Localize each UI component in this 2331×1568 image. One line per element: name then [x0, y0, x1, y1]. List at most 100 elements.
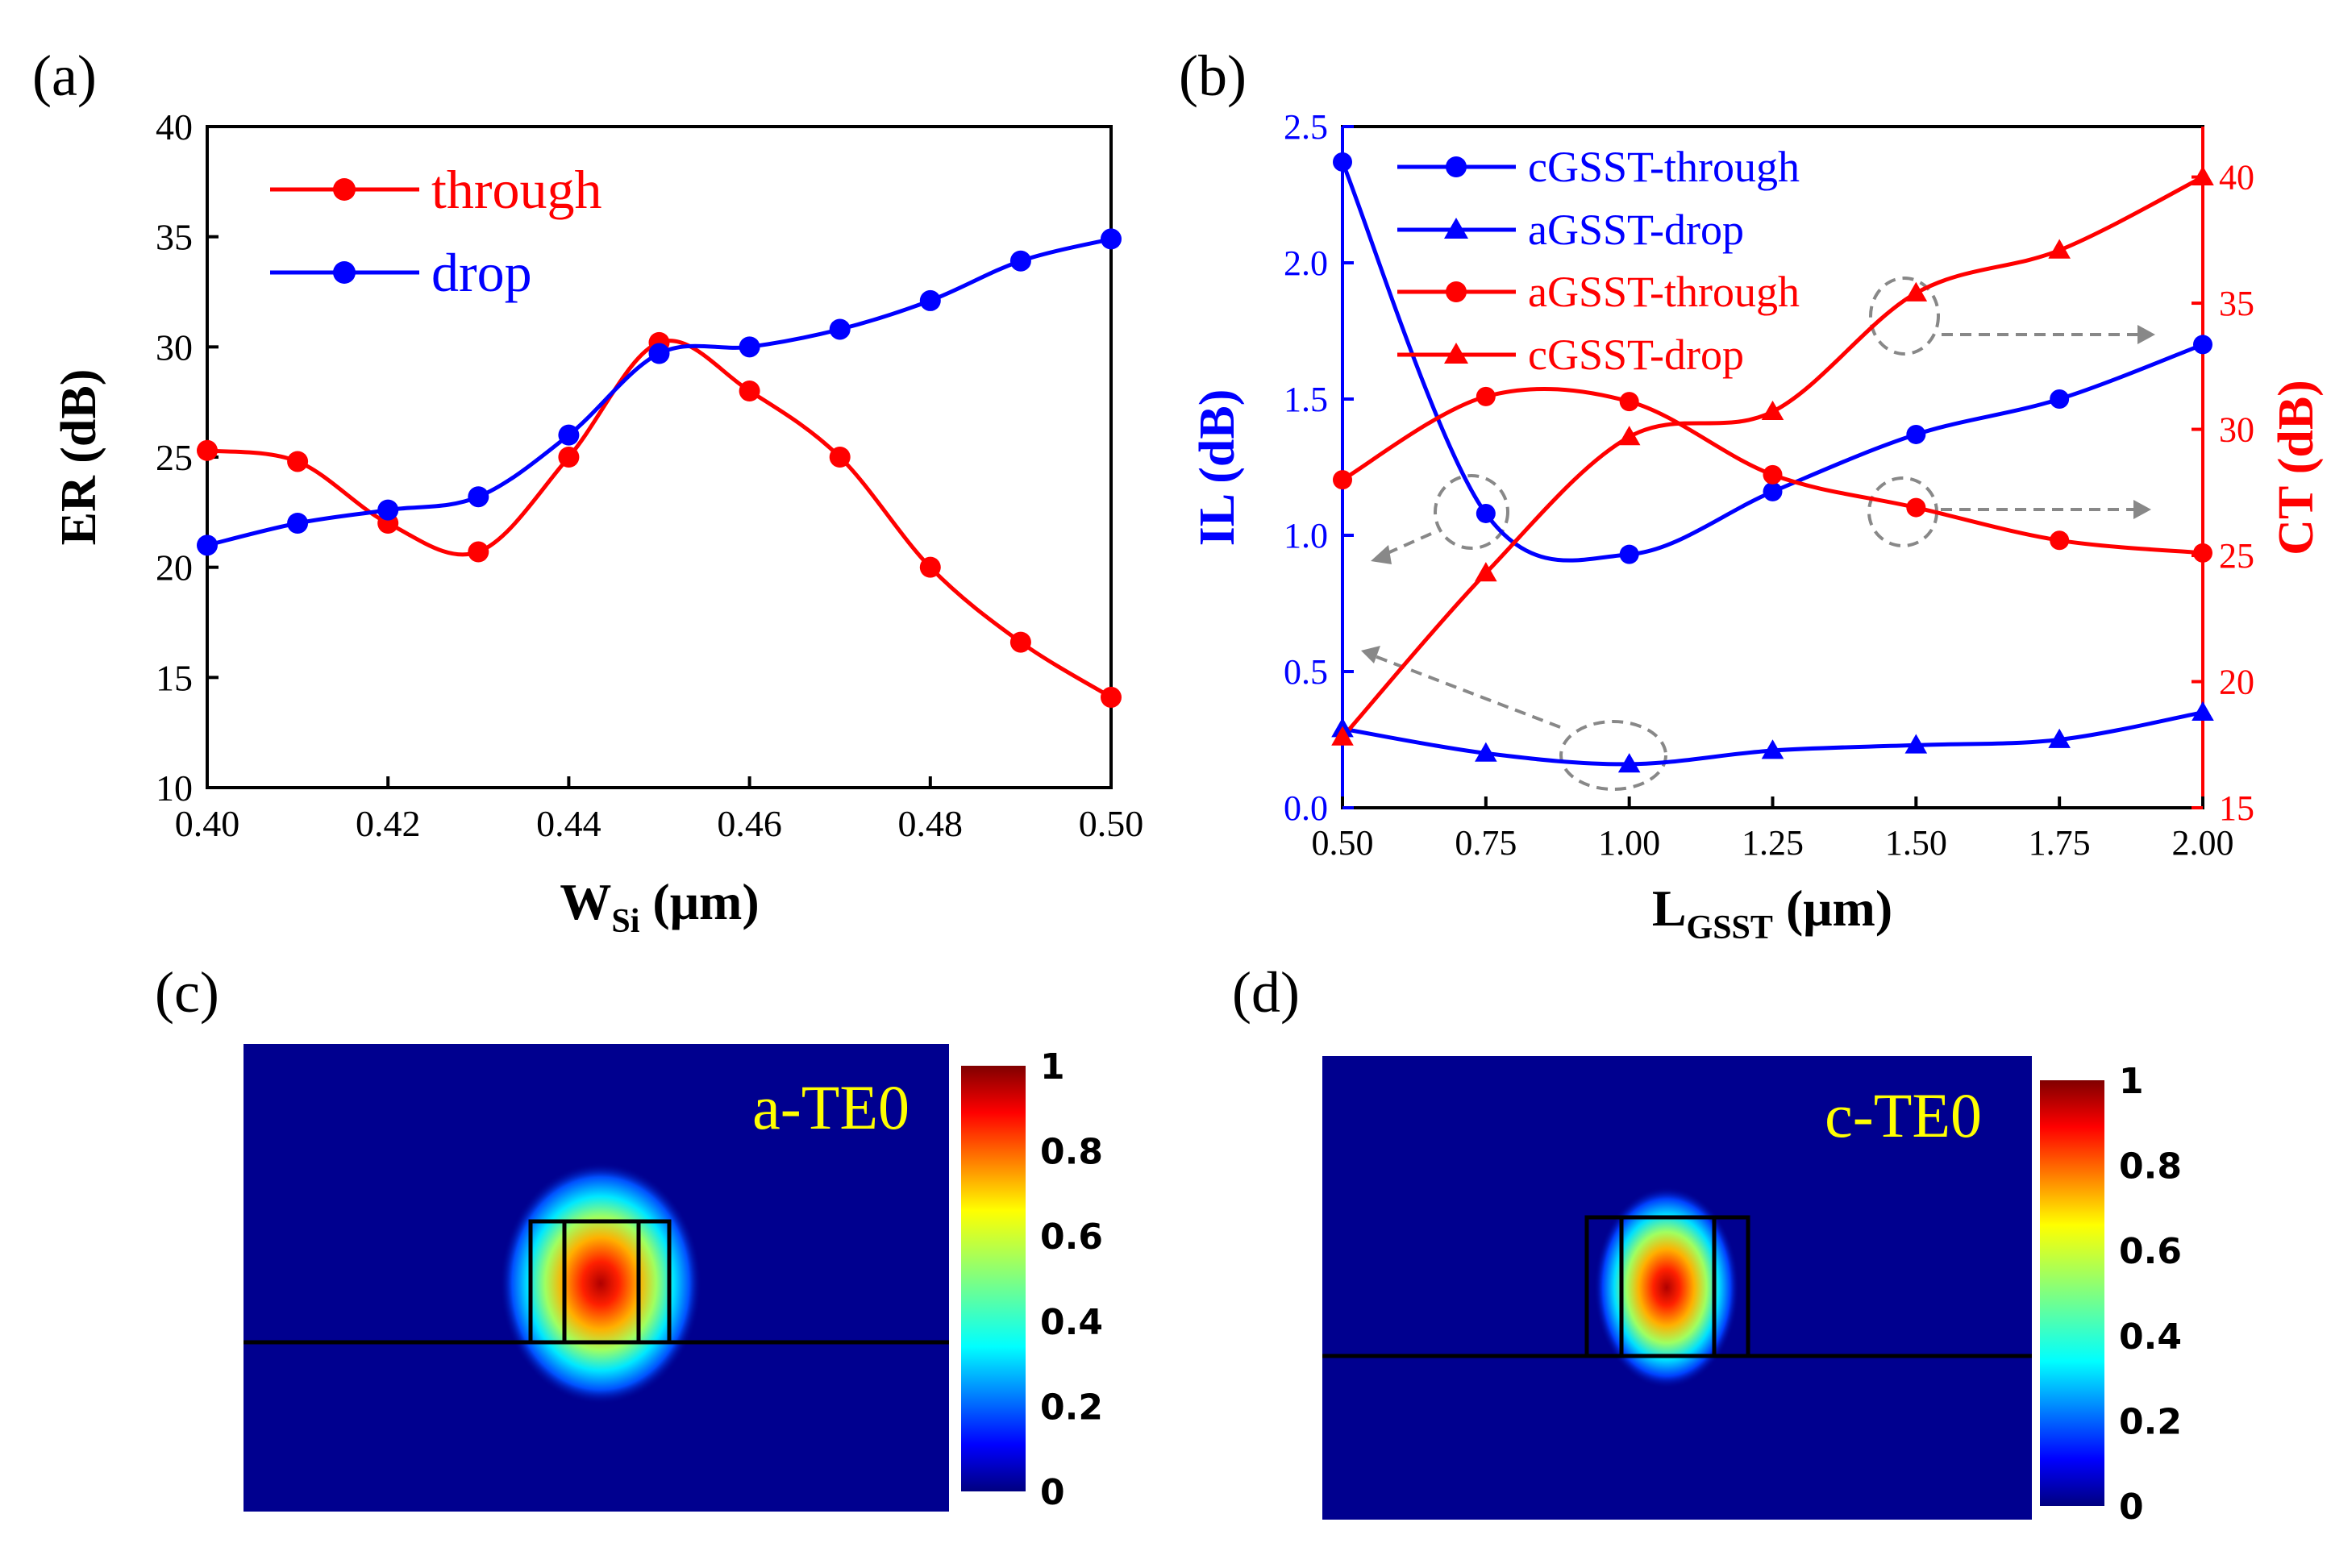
x-tick-label-a: 0.50 — [1079, 803, 1144, 844]
points-b — [1331, 152, 2214, 773]
x-tick-label-a: 0.46 — [717, 803, 782, 844]
data-point-agsst-through — [1476, 386, 1496, 406]
legend-label-drop: drop — [431, 242, 532, 303]
panel-label-b: (b) — [1179, 44, 1247, 108]
data-point-cgsst-drop — [1761, 400, 1784, 420]
data-point-through — [468, 541, 489, 563]
colorbar-d — [2040, 1080, 2104, 1506]
annotation-arrow-4 — [1370, 653, 1561, 729]
data-point-through — [1101, 686, 1122, 708]
x-tick-label-b: 1.50 — [1885, 823, 1947, 863]
y-axis-title-b-right: CT (dB) — [2269, 380, 2324, 555]
colorbar-ticks-c: 0 0.2 0.4 0.6 0.8 1 — [1040, 1046, 1103, 1513]
waveguide-outline-d — [1322, 1215, 2032, 1358]
plot-frame-a — [206, 125, 1113, 789]
y-tick-label-b-right: 25 — [2219, 536, 2254, 576]
legend-marker-through — [333, 178, 356, 201]
colorbar-tick-label: 0 — [2119, 1487, 2144, 1528]
colorbar-c — [961, 1066, 1026, 1491]
data-point-drop — [377, 499, 399, 521]
data-point-cgsst-through — [2050, 389, 2070, 409]
data-point-through — [287, 451, 309, 472]
x-axis-title-b: LGSST (μm) — [1652, 880, 1892, 946]
legend-label-agsst-through: aGSST-through — [1528, 268, 1800, 316]
data-point-agsst-drop — [2048, 728, 2071, 748]
y-tick-label-a: 30 — [156, 326, 193, 368]
y-tick-label-b-right: 20 — [2219, 663, 2254, 702]
legend-label-cgsst-drop: cGSST-drop — [1528, 331, 1744, 379]
y-tick-label-b-right: 35 — [2219, 284, 2254, 323]
x-tick-label-a: 0.42 — [356, 803, 421, 844]
y-axis-title-b-left: IL (dB) — [1190, 389, 1245, 547]
data-point-cgsst-through — [1476, 503, 1496, 523]
y-tick-label-b-right: 30 — [2219, 410, 2254, 450]
y-tick-label-a: 35 — [156, 217, 193, 258]
panel-label-d: (d) — [1232, 960, 1300, 1025]
x-axis-title-b-unit: (μm) — [1773, 880, 1892, 937]
data-point-agsst-through — [1333, 470, 1352, 490]
data-point-drop — [648, 343, 670, 364]
y-tick-label-b-left: 2.0 — [1284, 243, 1328, 283]
colorbar-tick-label: 0.2 — [1040, 1387, 1103, 1428]
data-point-through — [739, 381, 760, 401]
x-tick-label-a: 0.44 — [536, 803, 601, 844]
legend-label-through: through — [431, 159, 602, 220]
arrowhead-1 — [1371, 545, 1392, 564]
x-axis-title-a-sub: Si — [611, 903, 639, 940]
series-line-drop — [206, 236, 1112, 547]
annotation-ellipse-4 — [1559, 720, 1667, 791]
colorbar-tick-label: 0.8 — [1040, 1132, 1103, 1173]
data-point-cgsst-drop — [1331, 726, 1354, 746]
data-point-through — [1009, 631, 1031, 653]
y-tick-label-a: 10 — [156, 767, 193, 809]
x-tick-label-b: 2.00 — [2172, 823, 2234, 863]
data-point-cgsst-drop — [1904, 281, 1928, 302]
x-tick-label-a: 0.40 — [175, 803, 240, 844]
colorbar-tick-label: 1 — [1040, 1046, 1065, 1088]
arrowhead-2 — [2133, 500, 2151, 519]
x-tick-label-b: 1.75 — [2029, 823, 2091, 863]
data-point-drop — [558, 424, 580, 446]
colorbar-tick-label: 0 — [1040, 1472, 1065, 1513]
colorbar-ticks-d: 0 0.2 0.4 0.6 0.8 1 — [2119, 1061, 2182, 1528]
panel-a: (a) 0.40 0.42 0.44 0.46 0.48 0.50 10 15 20 25 30 35… — [32, 44, 1143, 940]
axis-ticks-b: 0.50 0.75 1.00 1.25 1.50 1.75 2.00 0.0 0.5 1.0 1.5… — [1284, 107, 2254, 863]
y-tick-label-b-left: 1.5 — [1284, 380, 1328, 419]
legend-marker-cgsst-through — [1446, 156, 1467, 177]
legend-marker-cgsst-drop — [1444, 343, 1468, 364]
waveguide-outline-c — [244, 1219, 949, 1345]
annotation-arrowheads-b — [1361, 325, 2155, 663]
data-point-cgsst-drop — [2192, 165, 2214, 185]
data-point-agsst-drop — [1475, 742, 1497, 762]
data-point-drop — [1009, 250, 1031, 272]
data-point-agsst-through — [1906, 497, 1926, 518]
data-point-cgsst-through — [2193, 335, 2212, 355]
data-point-agsst-drop — [1761, 739, 1784, 759]
data-point-cgsst-through — [1906, 424, 1926, 444]
x-tick-label-b: 0.50 — [1312, 823, 1374, 863]
series-line-through — [206, 339, 1113, 700]
annotation-ellipse-3 — [1869, 277, 1940, 356]
data-point-drop — [197, 534, 218, 556]
y-tick-label-b-left: 1.0 — [1284, 516, 1328, 555]
legend-label-cgsst-through: cGSST-through — [1528, 143, 1800, 191]
y-tick-label-b-right: 40 — [2219, 158, 2254, 198]
data-point-agsst-drop — [1904, 734, 1928, 754]
y-tick-label-b-left: 0.5 — [1284, 652, 1328, 692]
panel-label-a: (a) — [32, 44, 97, 108]
panel-label-c: (c) — [155, 960, 219, 1025]
arrowhead-3 — [2137, 325, 2155, 344]
y-tick-label-a: 20 — [156, 547, 193, 589]
x-tick-label-b: 0.75 — [1455, 823, 1517, 863]
colorbar-tick-label: 0.2 — [2119, 1401, 2182, 1442]
data-point-through — [829, 447, 851, 468]
data-point-through — [558, 447, 580, 468]
panel-d: (d) c-TE0 0 0.2 0.4 0.6 0.8 1 — [1232, 960, 2182, 1528]
colorbar-tick-label: 0.4 — [2119, 1316, 2182, 1358]
data-point-drop — [1101, 228, 1122, 250]
data-point-agsst-through — [2193, 543, 2212, 563]
colorbar-tick-label: 0.8 — [2119, 1146, 2182, 1187]
x-axis-title-a-unit: (μm) — [639, 873, 759, 930]
x-axis-title-b-main: L — [1652, 880, 1687, 937]
series-line-cgsst-drop — [1341, 175, 2204, 739]
